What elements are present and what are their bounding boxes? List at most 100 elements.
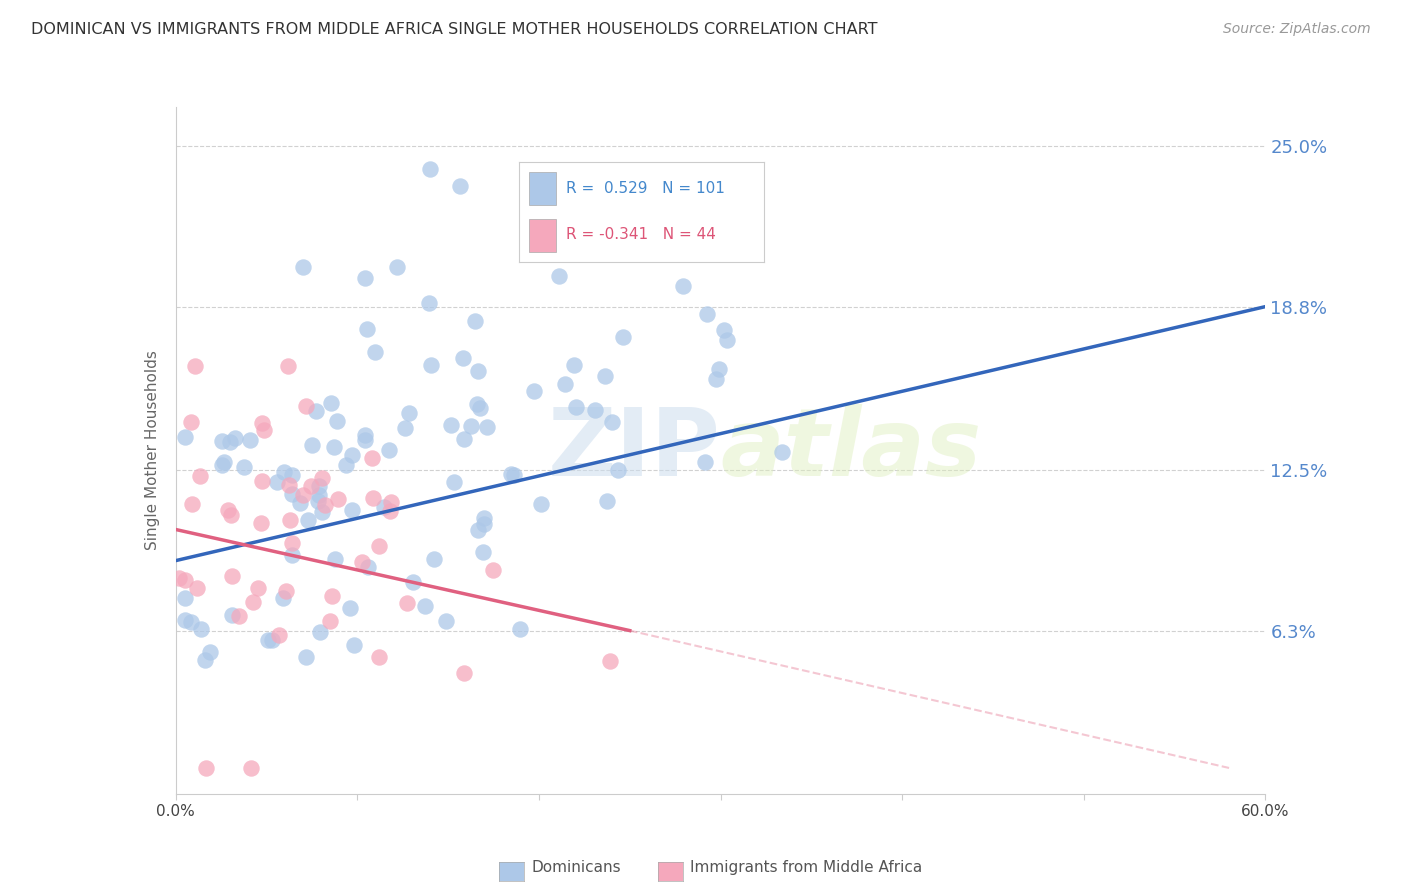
Text: DOMINICAN VS IMMIGRANTS FROM MIDDLE AFRICA SINGLE MOTHER HOUSEHOLDS CORRELATION : DOMINICAN VS IMMIGRANTS FROM MIDDLE AFRI… (31, 22, 877, 37)
Point (190, 622, 212, 636)
Point (434, 614, 457, 628)
Point (583, 402, 606, 417)
Point (242, 595, 264, 609)
Point (188, 468, 211, 483)
Point (554, 377, 576, 392)
Point (475, 420, 498, 434)
Point (509, 622, 531, 636)
Point (472, 517, 495, 532)
Point (339, 601, 361, 615)
Point (387, 260, 409, 274)
Point (180, 416, 202, 430)
Point (194, 653, 217, 667)
Point (548, 268, 571, 283)
Point (696, 307, 718, 321)
Point (173, 613, 195, 627)
Point (503, 468, 526, 483)
Point (301, 438, 323, 452)
Point (713, 323, 735, 337)
Point (354, 271, 377, 285)
Point (292, 260, 315, 274)
Point (174, 573, 197, 587)
Point (352, 555, 374, 569)
Point (364, 345, 387, 359)
Text: Source: ZipAtlas.com: Source: ZipAtlas.com (1223, 22, 1371, 37)
Point (465, 397, 488, 411)
Point (470, 401, 492, 416)
Point (368, 649, 391, 664)
Point (321, 396, 343, 410)
Point (186, 581, 208, 595)
Point (266, 475, 288, 490)
Point (325, 414, 347, 428)
Point (173, 430, 195, 444)
Point (415, 599, 437, 613)
Point (453, 432, 475, 446)
Point (260, 632, 283, 647)
Point (274, 583, 297, 598)
Point (228, 609, 250, 624)
Point (281, 468, 304, 483)
Point (180, 615, 202, 629)
Point (311, 505, 333, 519)
Point (277, 359, 299, 374)
Point (565, 237, 588, 252)
Point (239, 433, 262, 447)
Point (378, 503, 401, 517)
Point (221, 607, 243, 622)
Point (253, 423, 276, 437)
Point (419, 161, 441, 176)
Point (342, 638, 364, 652)
Point (292, 488, 315, 502)
Point (464, 314, 486, 328)
Point (420, 359, 443, 373)
Point (367, 539, 389, 553)
Point (335, 458, 357, 473)
Point (586, 197, 609, 211)
Y-axis label: Single Mother Households: Single Mother Households (145, 351, 160, 550)
Point (273, 466, 295, 480)
Point (361, 491, 384, 506)
Point (596, 493, 619, 508)
Point (295, 649, 318, 664)
Point (271, 591, 294, 606)
Point (423, 552, 446, 566)
Point (467, 364, 489, 378)
Point (173, 591, 195, 605)
Point (294, 399, 316, 413)
Point (233, 460, 256, 475)
Text: atlas: atlas (721, 404, 981, 497)
Point (440, 418, 463, 433)
Point (453, 666, 475, 681)
Point (269, 628, 291, 642)
Point (307, 494, 329, 508)
Point (321, 589, 343, 603)
Point (246, 581, 269, 595)
Point (467, 523, 489, 537)
Point (198, 645, 221, 659)
Point (602, 415, 624, 429)
Point (318, 614, 340, 628)
Point (297, 513, 319, 527)
Point (219, 508, 242, 522)
Point (523, 384, 546, 398)
Point (599, 654, 621, 668)
Point (280, 513, 302, 527)
Point (311, 471, 333, 485)
Point (280, 536, 302, 550)
Point (380, 495, 402, 509)
Point (354, 428, 377, 442)
Point (704, 372, 727, 386)
Point (361, 450, 384, 465)
Point (693, 455, 716, 469)
Point (322, 440, 344, 454)
Point (195, 761, 218, 775)
Point (308, 488, 330, 502)
Point (499, 467, 522, 481)
Point (211, 458, 233, 473)
Point (250, 416, 273, 430)
Point (340, 502, 363, 516)
Point (305, 403, 328, 417)
Point (449, 179, 471, 194)
Point (221, 569, 243, 583)
